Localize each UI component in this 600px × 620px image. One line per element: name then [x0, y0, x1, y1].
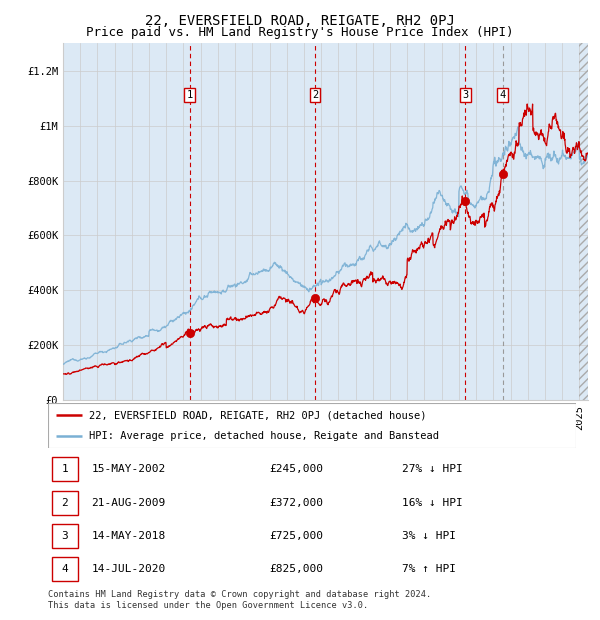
Text: 3: 3: [462, 90, 469, 100]
Text: 3% ↓ HPI: 3% ↓ HPI: [402, 531, 456, 541]
Text: 27% ↓ HPI: 27% ↓ HPI: [402, 464, 463, 474]
Text: 1: 1: [187, 90, 193, 100]
Text: Price paid vs. HM Land Registry's House Price Index (HPI): Price paid vs. HM Land Registry's House …: [86, 26, 514, 39]
Text: 2: 2: [312, 90, 318, 100]
Text: 14-MAY-2018: 14-MAY-2018: [91, 531, 166, 541]
Bar: [580, 43, 588, 400]
Text: 4: 4: [499, 90, 506, 100]
Text: £825,000: £825,000: [270, 564, 324, 574]
Text: 21-AUG-2009: 21-AUG-2009: [91, 498, 166, 508]
FancyBboxPatch shape: [52, 458, 77, 481]
Text: Contains HM Land Registry data © Crown copyright and database right 2024.
This d: Contains HM Land Registry data © Crown c…: [48, 590, 431, 609]
Text: £245,000: £245,000: [270, 464, 324, 474]
Text: 14-JUL-2020: 14-JUL-2020: [91, 564, 166, 574]
Text: £725,000: £725,000: [270, 531, 324, 541]
Text: 22, EVERSFIELD ROAD, REIGATE, RH2 0PJ (detached house): 22, EVERSFIELD ROAD, REIGATE, RH2 0PJ (d…: [89, 410, 427, 420]
FancyBboxPatch shape: [52, 524, 77, 548]
Bar: [580, 43, 588, 400]
Text: 7% ↑ HPI: 7% ↑ HPI: [402, 564, 456, 574]
Text: 4: 4: [62, 564, 68, 574]
FancyBboxPatch shape: [52, 490, 77, 515]
Text: 1: 1: [62, 464, 68, 474]
Text: 2: 2: [62, 498, 68, 508]
Text: 15-MAY-2002: 15-MAY-2002: [91, 464, 166, 474]
FancyBboxPatch shape: [48, 403, 576, 448]
Text: 22, EVERSFIELD ROAD, REIGATE, RH2 0PJ: 22, EVERSFIELD ROAD, REIGATE, RH2 0PJ: [145, 14, 455, 28]
Text: 16% ↓ HPI: 16% ↓ HPI: [402, 498, 463, 508]
Text: £372,000: £372,000: [270, 498, 324, 508]
Text: 3: 3: [62, 531, 68, 541]
FancyBboxPatch shape: [52, 557, 77, 581]
Text: HPI: Average price, detached house, Reigate and Banstead: HPI: Average price, detached house, Reig…: [89, 430, 439, 441]
